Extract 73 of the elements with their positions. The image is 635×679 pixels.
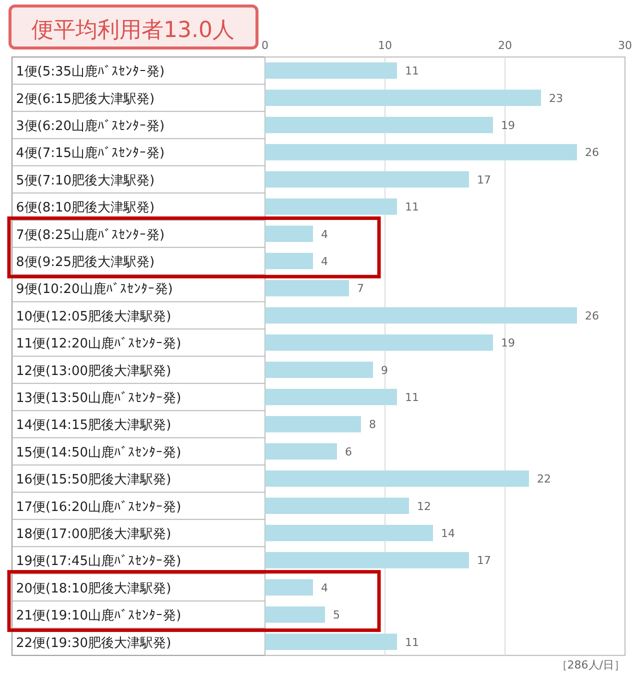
- chart-title: 便平均利用者13.0人: [32, 18, 234, 43]
- bar: [265, 144, 577, 160]
- y-tick-label: 10便(12:05肥後大津駅発): [16, 309, 172, 324]
- x-tick-label: 20: [498, 39, 512, 52]
- y-tick-label: 20便(18:10肥後大津駅発): [16, 581, 172, 596]
- data-label: 19: [501, 119, 515, 132]
- y-tick-label: 12便(13:00肥後大津駅発): [16, 364, 172, 379]
- y-tick-label: 19便(17:45山鹿ﾊﾞｽｾﾝﾀｰ発): [16, 554, 182, 570]
- bar: [265, 470, 529, 487]
- bar: [265, 226, 313, 242]
- data-label: 9: [381, 364, 388, 377]
- bar: [265, 90, 541, 106]
- bar: [265, 62, 397, 79]
- y-tick-label: 3便(6:20山鹿ﾊﾞｽｾﾝﾀｰ発): [16, 119, 165, 134]
- data-label: 26: [585, 146, 599, 160]
- data-label: 23: [549, 92, 563, 105]
- data-label: 26: [585, 309, 599, 322]
- data-label: 19: [501, 336, 515, 350]
- x-tick-label: 10: [378, 39, 392, 52]
- y-tick-label: 21便(19:10山鹿ﾊﾞｽｾﾝﾀｰ発): [16, 608, 182, 624]
- bar: [265, 171, 469, 188]
- data-label: 17: [477, 173, 491, 186]
- bar: [265, 579, 313, 596]
- y-tick-label: 14便(14:15肥後大津駅発): [16, 418, 172, 434]
- x-tick-label: 0: [262, 39, 268, 52]
- bar: [265, 443, 337, 460]
- data-label: 22: [537, 472, 551, 486]
- bar: [265, 416, 361, 432]
- data-label: 11: [405, 64, 419, 78]
- bar: [265, 552, 469, 568]
- bar: [265, 307, 577, 324]
- bar: [265, 116, 493, 134]
- bar: [265, 334, 493, 351]
- y-tick-label: 1便(5:35山鹿ﾊﾞｽｾﾝﾀｰ発): [16, 64, 165, 80]
- data-label: 14: [441, 527, 455, 540]
- y-tick-label: 18便(17:00肥後大津駅発): [16, 527, 172, 542]
- y-tick-label: 17便(16:20山鹿ﾊﾞｽｾﾝﾀｰ発): [16, 500, 182, 515]
- y-tick-label: 6便(8:10肥後大津駅発): [16, 200, 155, 216]
- data-label: 11: [405, 391, 419, 404]
- data-label: 4: [321, 255, 328, 268]
- y-tick-label: 9便(10:20山鹿ﾊﾞｽｾﾝﾀｰ発): [16, 282, 173, 298]
- y-tick-label: 4便(7:15山鹿ﾊﾞｽｾﾝﾀｰ発): [16, 146, 165, 162]
- y-tick-label: 5便(7:10肥後大津駅発): [16, 173, 155, 188]
- data-label: 4: [321, 228, 328, 241]
- bar: [265, 198, 397, 215]
- y-tick-label: 2便(6:15肥後大津駅発): [16, 92, 155, 107]
- x-tick-label: 30: [618, 39, 632, 52]
- y-tick-label: 16便(15:50肥後大津駅発): [16, 472, 172, 488]
- title: 便平均利用者13.0人: [8, 4, 258, 50]
- bar: [265, 498, 409, 514]
- bar: [265, 606, 325, 623]
- data-label: 8: [369, 418, 376, 432]
- text: ［286人/日］: [556, 658, 625, 672]
- bar: [265, 524, 433, 542]
- data-label: 11: [405, 200, 419, 214]
- bar: [265, 388, 397, 406]
- data-label: 17: [477, 554, 491, 568]
- data-label: 6: [345, 445, 352, 458]
- y-tick-label: 22便(19:30肥後大津駅発): [16, 636, 172, 651]
- data-label: 11: [405, 636, 419, 649]
- y-tick-label: 13便(13:50山鹿ﾊﾞｽｾﾝﾀｰ発): [16, 391, 182, 406]
- y-tick-label: 15便(14:50山鹿ﾊﾞｽｾﾝﾀｰ発): [16, 445, 182, 460]
- data-label: 4: [321, 581, 328, 594]
- y-tick-label: 11便(12:20山鹿ﾊﾞｽｾﾝﾀｰ発): [16, 336, 182, 352]
- y-tick-label: 8便(9:25肥後大津駅発): [16, 255, 155, 270]
- data-label: 7: [357, 282, 364, 296]
- bar: [265, 634, 397, 650]
- bar: [265, 362, 373, 378]
- bar: [265, 252, 313, 270]
- data-label: 12: [417, 500, 431, 513]
- bar: [265, 280, 349, 296]
- y-tick-label: 7便(8:25山鹿ﾊﾞｽｾﾝﾀｰ発): [16, 228, 165, 243]
- data-label: 5: [333, 608, 340, 622]
